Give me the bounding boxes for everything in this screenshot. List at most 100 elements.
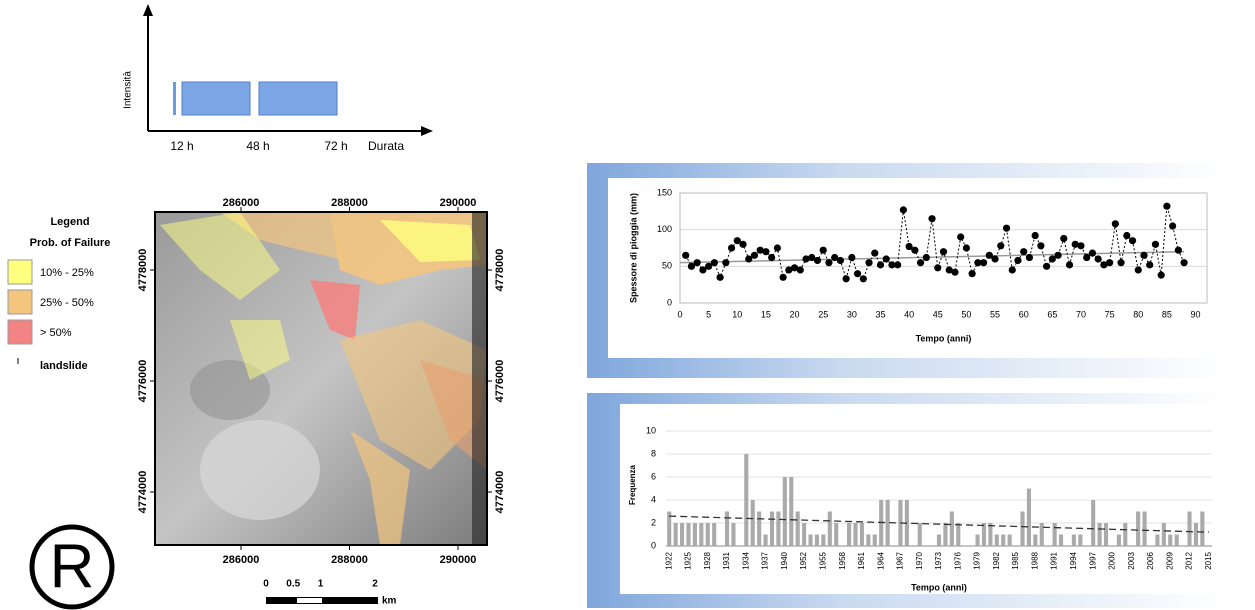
- data-point: [865, 259, 872, 266]
- data-point: [825, 259, 832, 266]
- bar: [1136, 512, 1140, 547]
- y-tick-label: 150: [657, 187, 672, 197]
- data-point: [774, 244, 781, 251]
- map-x-label: 288000: [331, 554, 368, 566]
- bar: [680, 523, 684, 546]
- bar: [802, 523, 806, 546]
- bar: [1117, 535, 1121, 547]
- bar: [834, 523, 838, 546]
- map-y-label: 4776000: [137, 360, 149, 403]
- bar: [1091, 500, 1095, 546]
- bar: [693, 523, 697, 546]
- tick-label: 12 h: [170, 139, 193, 153]
- data-point: [1175, 247, 1182, 254]
- data-point: [900, 206, 907, 213]
- bar: [731, 523, 735, 546]
- page: Intensità 12 h 48 h 72 h Durata Legend P…: [0, 0, 1255, 610]
- data-point: [1163, 203, 1170, 210]
- data-point: [1129, 237, 1136, 244]
- bar: [828, 512, 832, 547]
- x-tick-label: 10: [732, 309, 742, 319]
- bar: [943, 523, 947, 546]
- x-tick-label: 1940: [780, 551, 789, 569]
- data-point: [797, 266, 804, 273]
- legend-title: Legend: [50, 216, 89, 228]
- data-point: [1037, 242, 1044, 249]
- data-point: [1077, 242, 1084, 249]
- legend-label: 25% - 50%: [40, 297, 94, 309]
- y-tick-label: 50: [662, 261, 672, 271]
- x-tick-label: 1961: [857, 551, 866, 569]
- data-point: [871, 250, 878, 257]
- scale-label: 0: [263, 579, 269, 590]
- legend-subtitle: Prob. of Failure: [30, 237, 111, 249]
- x-tick-label: 1967: [896, 551, 905, 569]
- data-point: [917, 259, 924, 266]
- map-y-label: 4774000: [137, 471, 149, 514]
- data-point: [877, 261, 884, 268]
- bar: [1078, 535, 1082, 547]
- legend-swatch: [8, 260, 32, 284]
- bar: [886, 500, 890, 546]
- rain-block: [259, 82, 337, 115]
- bar: [686, 523, 690, 546]
- bar: [744, 454, 748, 546]
- bar: [764, 535, 768, 547]
- data-point: [1169, 222, 1176, 229]
- legend-label: > 50%: [40, 327, 72, 339]
- y-tick-label: 0: [651, 540, 656, 550]
- data-point: [722, 259, 729, 266]
- arrow: [421, 126, 433, 136]
- y-label: Intensità: [123, 71, 134, 109]
- data-point: [682, 252, 689, 259]
- data-point: [837, 257, 844, 264]
- data-point: [820, 247, 827, 254]
- x-tick-label: 1937: [761, 551, 770, 569]
- y-axis-title: Spessore di pioggia (mm): [628, 193, 638, 303]
- bar: [950, 512, 954, 547]
- map-x-label: 290000: [440, 554, 477, 566]
- data-point: [728, 244, 735, 251]
- map-y-label: 4776000: [494, 360, 506, 403]
- x-axis-title: Tempo (anni): [911, 582, 967, 592]
- data-point: [762, 248, 769, 255]
- data-point: [963, 244, 970, 251]
- bar: [1001, 535, 1005, 547]
- bar: [1040, 523, 1044, 546]
- legend-label: landslide: [40, 360, 88, 372]
- x-tick-label: 70: [1076, 309, 1086, 319]
- data-point: [1014, 257, 1021, 264]
- x-tick-label: 1970: [915, 551, 924, 569]
- bar: [1053, 523, 1057, 546]
- x-tick-label: 2000: [1108, 551, 1117, 569]
- x-tick-label: 2012: [1185, 551, 1194, 569]
- rain-block: [182, 82, 250, 115]
- data-point: [957, 233, 964, 240]
- data-point: [711, 259, 718, 266]
- data-point: [911, 247, 918, 254]
- y-tick-label: 4: [651, 494, 656, 504]
- bar: [821, 535, 825, 547]
- bar: [1162, 523, 1166, 546]
- x-tick-label: 1964: [876, 551, 885, 569]
- bar: [776, 512, 780, 547]
- x-tick-label: 1928: [703, 551, 712, 569]
- x-tick-label: 15: [761, 309, 771, 319]
- y-tick-label: 10: [646, 425, 656, 435]
- data-point: [1158, 272, 1165, 279]
- bar: [860, 523, 864, 546]
- intensity-diagram: Intensità 12 h 48 h 72 h Durata: [123, 4, 433, 153]
- bar: [1175, 535, 1179, 547]
- map-y-label: 4778000: [494, 249, 506, 292]
- bar: [789, 477, 793, 546]
- data-point: [928, 215, 935, 222]
- data-point: [1152, 241, 1159, 248]
- x-tick-label: 2006: [1146, 551, 1155, 569]
- bar: [1155, 535, 1159, 547]
- x-tick-label: 65: [1047, 309, 1057, 319]
- map-y-label: 4774000: [494, 471, 506, 514]
- x-tick-label: 1997: [1088, 551, 1097, 569]
- data-point: [1009, 266, 1016, 273]
- scale-unit: km: [382, 596, 397, 607]
- data-point: [894, 261, 901, 268]
